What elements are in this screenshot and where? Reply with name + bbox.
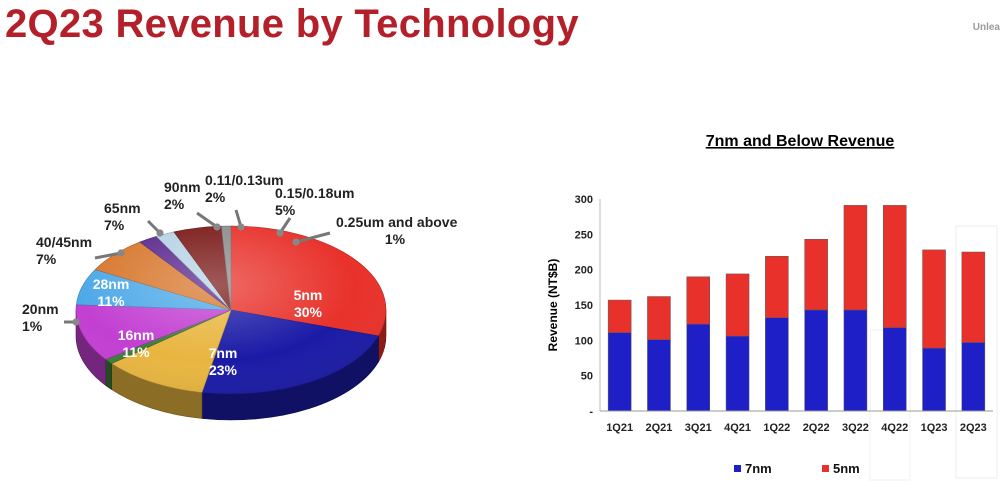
pie-label-0-25um-and-above: 0.25um and above 1% <box>336 214 458 247</box>
legend-swatch-5nm <box>822 465 829 472</box>
pie-callout-dot <box>276 229 284 237</box>
pie-callout-line <box>94 251 122 260</box>
corner-tag: Unlea <box>972 22 1000 33</box>
pie-label-0-11-0-13um: 0.11/0.13um 2% <box>205 172 284 205</box>
bar-5nm-1q23 <box>922 249 946 349</box>
bar-7nm-3q21 <box>686 323 710 412</box>
y-tick-label: 150 <box>575 300 593 312</box>
bar-7nm-1q21 <box>607 332 632 412</box>
pie-label-28nm: 28nm 11% <box>93 276 130 309</box>
y-tick-label: 100 <box>575 335 593 347</box>
legend-label-7nm: 7nm <box>745 461 772 476</box>
pie-side-20nm <box>105 358 112 391</box>
pie-label-90nm: 90nm 2% <box>164 179 201 212</box>
x-tick-label: 1Q23 <box>921 422 948 434</box>
bar-5nm-2q21 <box>647 296 671 340</box>
x-tick-label: 1Q21 <box>606 422 633 434</box>
x-tick-label: 2Q22 <box>803 422 830 434</box>
bar-7nm-2q22 <box>804 309 828 412</box>
y-tick-label: 250 <box>575 229 593 241</box>
bar-7nm-3q22 <box>843 309 868 412</box>
7nm-and-below-bar-chart: 7nm and Below Revenue Revenue (NT$B) - 50… <box>546 133 998 481</box>
bar-5nm-1q21 <box>607 299 632 333</box>
pie-callout-dot <box>213 223 221 231</box>
pie-label-20nm: 20nm 1% <box>22 301 59 334</box>
bar-5nm-1q22 <box>765 255 789 318</box>
bar-5nm-2q22 <box>804 239 828 311</box>
x-tick-label: 4Q22 <box>881 422 908 434</box>
pie-callout-dot <box>156 229 164 237</box>
x-tick-label: 2Q23 <box>960 422 987 434</box>
bar-7nm-4q21 <box>725 335 750 412</box>
bar-7nm-1q23 <box>922 347 946 412</box>
y-tick-label: - <box>589 406 593 418</box>
bg-panel <box>955 225 998 479</box>
pie-callout-dot <box>72 318 80 326</box>
y-tick-label: 300 <box>575 194 593 206</box>
pie-label-16nm: 16nm 11% <box>118 327 155 360</box>
y-tick-label: 200 <box>575 265 593 277</box>
pie-label-40-45nm: 40/45nm 7% <box>36 234 92 267</box>
x-tick-label: 1Q22 <box>763 422 790 434</box>
bar-7nm-1q22 <box>765 317 789 412</box>
bar-chart-title: 7nm and Below Revenue <box>706 133 895 150</box>
pie-callout-line <box>196 211 218 229</box>
legend-label-5nm: 5nm <box>833 461 860 476</box>
page-title: 2Q23 Revenue by Technology <box>5 2 579 46</box>
pie-callout-dot <box>117 249 125 257</box>
bar-5nm-3q21 <box>686 276 710 325</box>
pie-label-0-15-0-18um: 0.15/0.18um 5% <box>275 185 354 218</box>
bar-7nm-2q23 <box>961 342 986 412</box>
x-tick-label: 4Q21 <box>724 422 751 434</box>
technology-pie-chart: 5nm 30% 7nm 23% 16nm 11% 20nm 1% 28nm 11%40/45nm 7… <box>22 172 458 421</box>
y-tick-label: 50 <box>581 371 593 383</box>
bar-7nm-4q22 <box>883 327 907 412</box>
pie-callout-dot <box>292 238 300 246</box>
bar-5nm-4q21 <box>725 273 750 337</box>
bar-chart-y-axis-label: Revenue (NT$B) <box>546 259 560 352</box>
pie-callout-line <box>295 231 331 244</box>
pie-label-5nm: 5nm 30% <box>294 287 323 320</box>
x-tick-label: 3Q21 <box>685 422 712 434</box>
bar-5nm-2q23 <box>961 251 986 343</box>
bar-5nm-3q22 <box>843 205 868 311</box>
pie-label-7nm: 7nm 23% <box>209 345 238 378</box>
bar-7nm-2q21 <box>647 339 671 412</box>
x-tick-label: 3Q22 <box>842 422 869 434</box>
pie-callout-dot <box>237 223 245 231</box>
legend-swatch-7nm <box>734 465 741 472</box>
x-tick-label: 2Q21 <box>645 422 672 434</box>
pie-label-65nm: 65nm 7% <box>104 200 141 233</box>
bar-5nm-4q22 <box>883 205 907 328</box>
